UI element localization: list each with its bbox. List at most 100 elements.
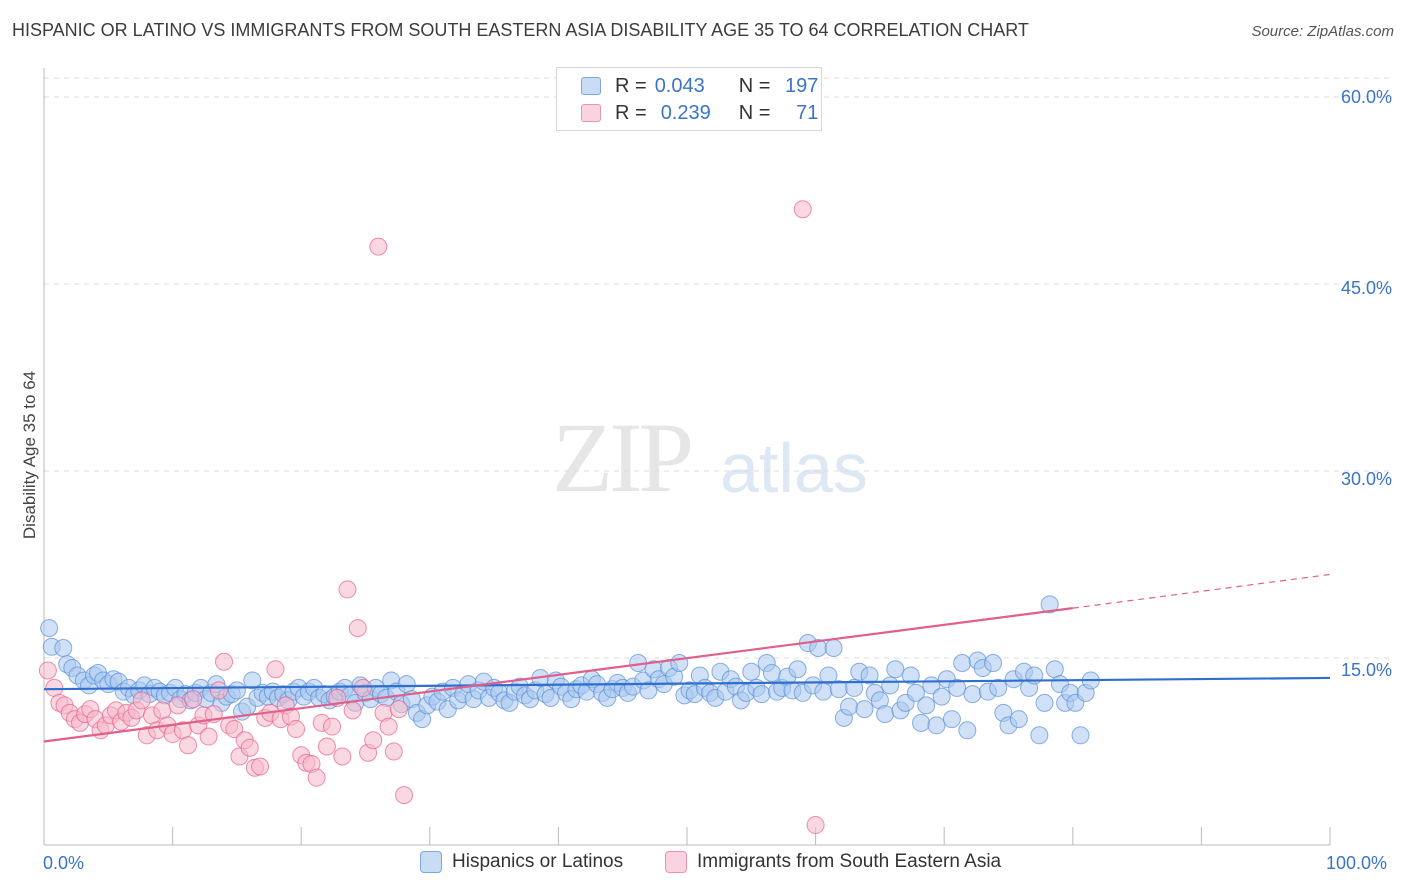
point-hispanic <box>917 696 936 715</box>
trendline-hispanic <box>43 676 1331 691</box>
point-sea <box>132 691 151 710</box>
y-tick-label-15: 15.0% <box>1340 660 1392 680</box>
point-hispanic <box>639 681 658 700</box>
x-tick-label-max: 100.0% <box>1326 853 1388 873</box>
point-sea <box>338 580 357 599</box>
point-hispanic <box>901 666 920 685</box>
point-sea <box>153 701 172 720</box>
point-hispanic <box>984 653 1003 672</box>
point-sea <box>215 652 234 671</box>
point-sea <box>251 757 270 776</box>
point-hispanic <box>932 687 951 706</box>
stats-swatch-hispanic <box>581 77 601 95</box>
point-hispanic <box>397 675 416 694</box>
y-tick-label-30: 30.0% <box>1340 469 1392 489</box>
point-hispanic <box>1009 710 1028 729</box>
point-sea <box>364 731 383 750</box>
y-tick-label-60: 60.0% <box>1340 87 1392 107</box>
point-sea <box>184 690 203 709</box>
point-sea <box>199 727 218 746</box>
point-sea <box>353 678 372 697</box>
stats-row-sea: R = 0.239 N = 71 <box>581 100 818 126</box>
stats-r-value: 0.043 <box>654 74 705 97</box>
stats-n-value: 197 <box>785 74 819 97</box>
point-sea <box>168 696 187 715</box>
x-tick-label-min: 0.0% <box>43 853 85 873</box>
stats-n-value: 71 <box>796 101 819 124</box>
point-sea <box>793 200 812 219</box>
point-hispanic <box>1071 726 1090 745</box>
point-sea <box>209 681 228 700</box>
point-sea <box>266 660 285 679</box>
stats-n-label: N = <box>738 74 771 97</box>
stats-r-label: R = <box>615 101 647 124</box>
point-hispanic <box>1030 726 1049 745</box>
point-hispanic <box>824 639 843 658</box>
point-sea <box>379 717 398 736</box>
point-hispanic <box>752 685 771 704</box>
point-sea <box>806 816 825 835</box>
point-hispanic <box>762 663 781 682</box>
point-sea <box>179 736 198 755</box>
point-hispanic <box>912 713 931 732</box>
point-sea <box>348 619 367 638</box>
legend-item-sea[interactable]: Immigrants from South Eastern Asia <box>665 851 1001 873</box>
point-sea <box>287 720 306 739</box>
legend-item-hispanic[interactable]: Hispanics or Latinos <box>420 851 623 873</box>
point-sea <box>307 768 326 787</box>
point-sea <box>225 720 244 739</box>
point-sea <box>240 738 259 757</box>
point-hispanic <box>927 716 946 735</box>
point-hispanic <box>40 619 59 638</box>
point-hispanic <box>742 662 761 681</box>
legend-label-hispanic: Hispanics or Latinos <box>452 851 624 872</box>
chart-title: HISPANIC OR LATINO VS IMMIGRANTS FROM SO… <box>12 20 1029 40</box>
point-hispanic <box>670 653 689 672</box>
point-hispanic <box>1045 660 1064 679</box>
point-hispanic <box>1040 595 1059 614</box>
point-hispanic <box>906 683 925 702</box>
point-hispanic <box>840 697 859 716</box>
point-hispanic <box>860 666 879 685</box>
stats-n-label: N = <box>738 101 771 124</box>
point-hispanic <box>243 671 262 690</box>
legend-swatch-hispanic <box>420 851 442 873</box>
point-hispanic <box>819 666 838 685</box>
point-hispanic <box>942 710 961 729</box>
series-legend: Hispanics or Latinos Immigrants from Sou… <box>0 851 1406 877</box>
stats-r-value: 0.239 <box>660 101 711 124</box>
point-hispanic <box>855 700 874 719</box>
point-hispanic <box>953 653 972 672</box>
trendline-sea-extrapolated <box>1072 573 1331 609</box>
point-hispanic <box>788 660 807 679</box>
point-sea <box>389 700 408 719</box>
point-hispanic <box>948 678 967 697</box>
point-hispanic <box>989 678 1008 697</box>
legend-swatch-sea <box>665 851 687 873</box>
point-hispanic <box>876 705 895 724</box>
point-sea <box>333 747 352 766</box>
y-tick-label-45: 45.0% <box>1340 278 1392 298</box>
point-sea <box>38 661 57 680</box>
stats-r-label: R = <box>615 74 647 97</box>
point-sea <box>384 742 403 761</box>
point-hispanic <box>227 681 246 700</box>
point-hispanic <box>814 682 833 701</box>
trendline-sea <box>43 607 1073 743</box>
point-sea <box>369 237 388 256</box>
point-hispanic <box>963 685 982 704</box>
watermark-zip: ZIP <box>552 402 694 513</box>
point-hispanic <box>886 660 905 679</box>
stats-legend: R = 0.043 N = 197 R = 0.239 N = 71 <box>556 67 822 131</box>
legend-label-sea: Immigrants from South Eastern Asia <box>697 851 1002 872</box>
watermark-atlas: atlas <box>720 429 868 507</box>
point-sea <box>343 701 362 720</box>
point-sea <box>45 678 64 697</box>
source-label: Source: ZipAtlas.com <box>1251 23 1394 40</box>
stats-row-hispanic: R = 0.043 N = 197 <box>581 73 818 99</box>
stats-swatch-sea <box>581 104 601 122</box>
point-sea <box>317 737 336 756</box>
point-sea <box>323 717 342 736</box>
point-hispanic <box>845 678 864 697</box>
